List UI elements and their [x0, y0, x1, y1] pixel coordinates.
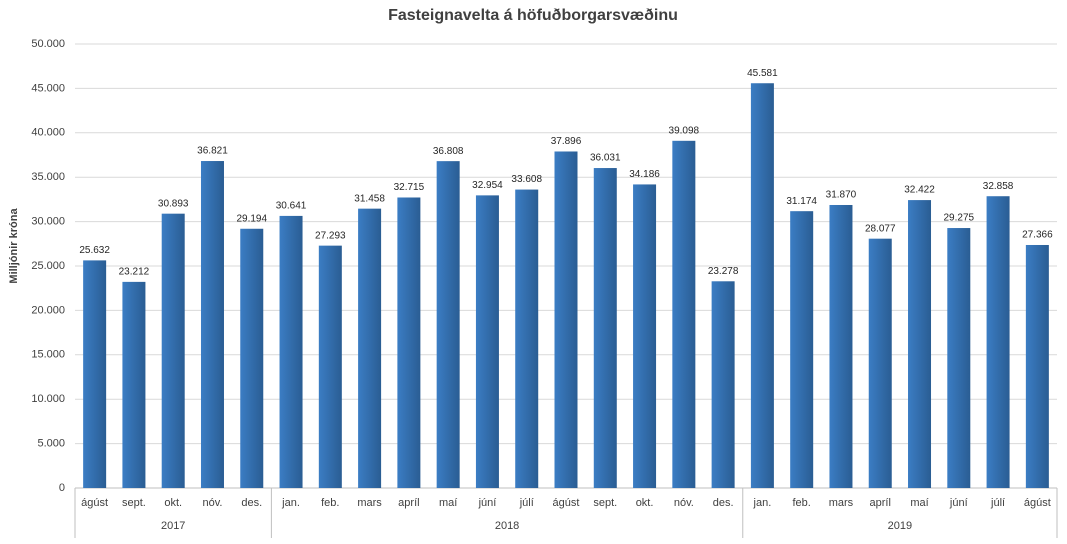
bar [318, 245, 342, 488]
x-tick-label: ágúst [553, 497, 580, 509]
value-label: 27.293 [315, 230, 346, 241]
bar [122, 281, 146, 488]
value-label: 39.098 [669, 125, 700, 136]
bar [83, 260, 107, 488]
x-tick-label: jan. [281, 497, 300, 509]
value-label: 31.458 [354, 193, 385, 204]
bar [947, 228, 971, 488]
x-tick-label: apríl [398, 497, 419, 509]
value-label: 29.194 [236, 213, 267, 224]
bar [790, 211, 814, 489]
y-tick-label: 40.000 [31, 127, 65, 139]
value-label: 34.186 [629, 169, 660, 180]
value-label: 36.821 [197, 146, 228, 157]
chart-title: Fasteignavelta á höfuðborgarsvæðinu [388, 7, 678, 24]
bar [829, 204, 853, 489]
x-tick-label: des. [241, 497, 262, 509]
group-label: 2017 [161, 520, 185, 532]
x-tick-label: maí [910, 497, 928, 509]
value-label: 23.278 [708, 266, 739, 277]
y-tick-label: 50.000 [31, 38, 65, 50]
bar [240, 228, 264, 489]
value-label: 28.077 [865, 223, 896, 234]
value-label: 33.608 [511, 174, 542, 185]
x-tick-label: sept. [122, 497, 146, 509]
x-tick-label: mars [357, 497, 382, 509]
value-label: 36.808 [433, 146, 464, 157]
value-label: 29.275 [944, 213, 975, 224]
value-label: 32.422 [904, 185, 935, 196]
bar [436, 161, 460, 488]
bar [515, 189, 539, 488]
bar [161, 213, 185, 488]
y-tick-label: 10.000 [31, 393, 65, 405]
x-tick-label: okt. [636, 497, 654, 509]
y-tick-label: 0 [59, 482, 65, 494]
x-tick-label: feb. [321, 497, 339, 509]
bar [200, 161, 224, 488]
y-tick-label: 5.000 [37, 438, 65, 450]
group-label: 2019 [888, 520, 912, 532]
group-label: 2018 [495, 520, 519, 532]
y-tick-label: 35.000 [31, 171, 65, 183]
y-tick-label: 30.000 [31, 216, 65, 228]
x-tick-label: júlí [519, 497, 534, 509]
value-label: 27.366 [1022, 230, 1053, 241]
value-label: 30.893 [158, 198, 189, 209]
bar [868, 238, 892, 488]
value-label: 31.870 [826, 190, 857, 201]
bar [358, 208, 382, 488]
value-label: 32.954 [472, 180, 503, 191]
x-tick-label: nóv. [674, 497, 694, 509]
value-label: 31.174 [786, 196, 817, 207]
bar [475, 195, 499, 489]
y-axis-label: Milljónir króna [8, 208, 20, 284]
x-tick-label: feb. [793, 497, 811, 509]
x-tick-label: nóv. [202, 497, 222, 509]
bar [1025, 244, 1049, 488]
bar [750, 83, 774, 488]
value-label: 45.581 [747, 68, 778, 79]
x-tick-label: mars [829, 497, 854, 509]
x-tick-label: júní [949, 497, 968, 509]
bar [279, 215, 303, 489]
bar [633, 184, 657, 488]
bar [711, 281, 735, 488]
value-label: 32.715 [394, 182, 425, 193]
value-label: 25.632 [79, 245, 110, 256]
bar [397, 197, 421, 489]
x-tick-label: maí [439, 497, 457, 509]
value-label: 30.641 [276, 201, 307, 212]
bar [672, 140, 696, 488]
x-tick-label: júlí [990, 497, 1005, 509]
bar [554, 151, 578, 488]
y-tick-label: 20.000 [31, 304, 65, 316]
x-tick-label: apríl [870, 497, 891, 509]
value-label: 23.212 [119, 267, 150, 278]
y-tick-label: 45.000 [31, 82, 65, 94]
bar [986, 196, 1010, 489]
x-tick-label: des. [713, 497, 734, 509]
x-tick-label: sept. [593, 497, 617, 509]
x-tick-label: ágúst [81, 497, 108, 509]
y-tick-label: 15.000 [31, 349, 65, 361]
y-tick-label: 25.000 [31, 260, 65, 272]
value-label: 32.858 [983, 181, 1014, 192]
x-tick-label: jan. [753, 497, 772, 509]
bar [593, 168, 617, 488]
bar [908, 200, 932, 488]
value-label: 37.896 [551, 136, 582, 147]
value-label: 36.031 [590, 153, 621, 164]
x-tick-label: júní [478, 497, 497, 509]
x-tick-label: okt. [164, 497, 182, 509]
x-tick-label: ágúst [1024, 497, 1051, 509]
